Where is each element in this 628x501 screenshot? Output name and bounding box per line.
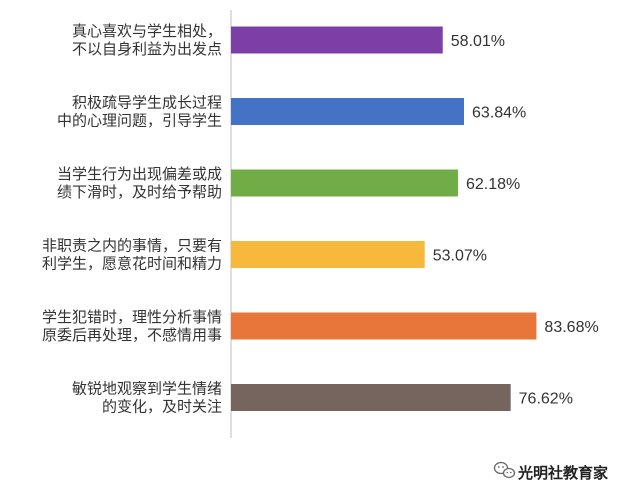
category-label-6: 敏锐地观察到学生情绪的变化，及时关注 <box>72 380 222 416</box>
category-label-4: 非职责之内的事情，只要有利学生，愿意花时间和精力 <box>42 237 222 273</box>
category-label-1: 真心喜欢与学生相处，不以自身利益为出发点 <box>72 22 222 58</box>
bar-2 <box>231 98 465 125</box>
watermark: 光明社教育家 <box>493 461 608 482</box>
value-label-1: 58.01% <box>451 33 505 50</box>
category-label-2: 积极疏导学生成长过程中的心理问题，引导学生 <box>57 94 222 130</box>
bar-4 <box>231 241 425 268</box>
value-label-6: 76.62% <box>519 391 573 408</box>
bars-group <box>231 26 537 411</box>
bar-5 <box>231 312 537 340</box>
value-labels-group: 58.01% 63.84% 62.18% 53.07% 83.68% 76.62% <box>433 33 599 408</box>
watermark-text: 光明社教育家 <box>517 464 608 482</box>
wechat-icon <box>493 461 516 479</box>
bar-6 <box>231 384 511 411</box>
category-label-5: 学生犯错时，理性分析事情原委后再处理，不感情用事 <box>42 308 222 344</box>
value-label-2: 63.84% <box>472 105 526 122</box>
category-labels-group: 真心喜欢与学生相处，不以自身利益为出发点积极疏导学生成长过程中的心理问题，引导学… <box>42 22 222 416</box>
category-label-3: 当学生行为出现偏差或成绩下滑时，及时给予帮助 <box>57 165 222 201</box>
value-label-4: 53.07% <box>433 248 487 265</box>
value-label-3: 62.18% <box>466 176 520 193</box>
bar-3 <box>231 169 458 197</box>
bar-1 <box>231 26 443 54</box>
value-label-5: 83.68% <box>544 319 598 336</box>
